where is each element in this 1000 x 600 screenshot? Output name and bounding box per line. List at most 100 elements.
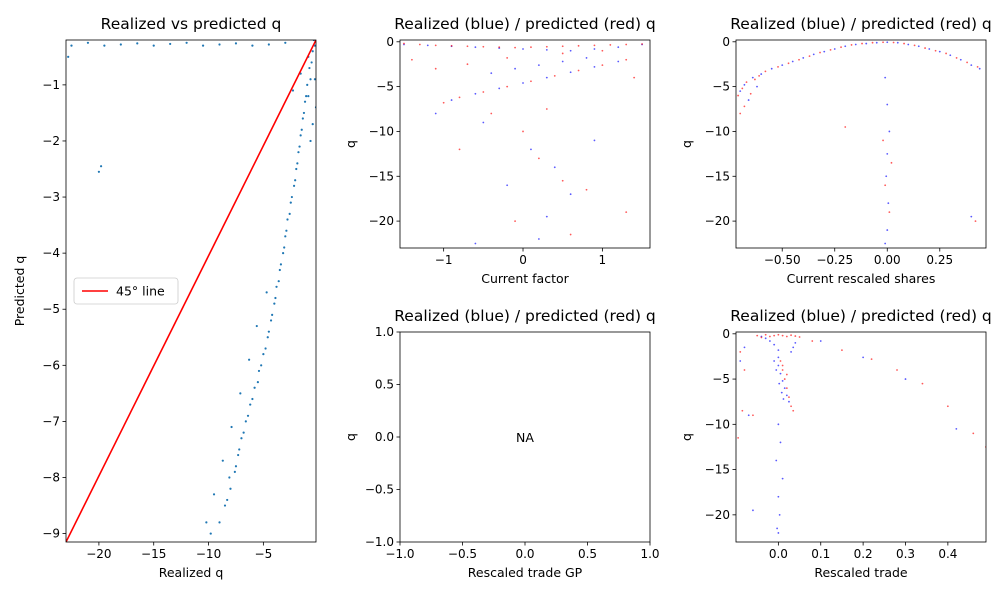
- scatter-point: [251, 44, 254, 47]
- predicted-point: [785, 335, 788, 338]
- realized-point: [938, 50, 941, 53]
- scatter-point: [239, 392, 242, 395]
- predicted-point: [976, 65, 979, 68]
- realized-point: [553, 166, 556, 169]
- scatter-point: [306, 83, 309, 86]
- realized-point: [886, 152, 889, 155]
- predicted-point: [777, 333, 780, 336]
- realized-point: [434, 112, 437, 115]
- y-tick-label: −5: [712, 372, 730, 386]
- scatter-point: [305, 94, 308, 98]
- predicted-point: [458, 148, 461, 151]
- y-tick-label: −10: [369, 124, 394, 138]
- x-tick-label: −0.25: [816, 253, 853, 267]
- scatter-point: [201, 44, 205, 47]
- predicted-point: [561, 52, 564, 55]
- realized-point: [537, 238, 540, 240]
- x-axis-label: Rescaled trade GP: [468, 565, 583, 580]
- x-tick-label: −15: [141, 547, 166, 561]
- scatter-point: [290, 195, 293, 199]
- realized-point: [791, 60, 794, 63]
- scatter-point: [185, 41, 188, 44]
- scatter-point: [233, 470, 236, 473]
- realized-point: [970, 64, 973, 67]
- predicted-point: [506, 85, 509, 88]
- realized-point: [812, 53, 815, 56]
- realized-point: [617, 60, 620, 63]
- predicted-point: [756, 334, 759, 337]
- scatter-point: [70, 44, 73, 47]
- scatter-point: [313, 78, 316, 81]
- y-tick-label: −15: [705, 463, 730, 477]
- realized-point: [780, 391, 783, 394]
- predicted-point: [434, 44, 437, 47]
- realized-point: [585, 57, 588, 59]
- predicted-point: [545, 108, 548, 110]
- y-tick-label: −20: [369, 214, 394, 228]
- x-tick-label: 0.5: [578, 547, 597, 561]
- scatter-point: [294, 179, 297, 182]
- scatter-point: [209, 532, 212, 535]
- predicted-point: [882, 139, 884, 142]
- predicted-point: [785, 387, 788, 390]
- predicted-point: [482, 45, 485, 48]
- predicted-point: [498, 46, 501, 49]
- chart-title: Realized (blue) / predicted (red) q: [730, 15, 992, 33]
- predicted-point: [787, 62, 790, 65]
- predicted-point: [743, 369, 746, 371]
- predicted-point: [890, 161, 893, 164]
- realized-point: [865, 42, 868, 45]
- predicted-point: [741, 87, 744, 90]
- realized-point: [792, 346, 795, 349]
- predicted-point: [946, 405, 949, 408]
- chart-title: Realized (blue) / predicted (red) q: [730, 307, 992, 325]
- scatter-point: [262, 353, 265, 356]
- axes-frame: [65, 39, 317, 543]
- predicted-point: [882, 41, 884, 44]
- realized-point: [884, 242, 887, 245]
- realized-point: [773, 343, 776, 346]
- scatter-point: [283, 246, 286, 249]
- y-axis-label: q: [679, 140, 694, 148]
- realized-point: [522, 82, 524, 84]
- realized-point: [569, 49, 572, 52]
- realized-point: [530, 148, 532, 151]
- x-tick-label: −0.5: [448, 547, 477, 561]
- x-tick-label: 0: [519, 253, 527, 267]
- predicted-point: [792, 409, 795, 412]
- realized-point: [450, 99, 453, 101]
- realized-point: [955, 427, 958, 430]
- scatter-point: [218, 43, 221, 46]
- scatter-point: [253, 386, 256, 389]
- realized-point: [819, 340, 822, 342]
- predicted-point: [745, 81, 748, 84]
- predicted-point: [609, 44, 612, 46]
- scatter-point: [282, 252, 285, 255]
- chart-title: Realized vs predicted q: [101, 15, 282, 33]
- scatter-point: [248, 358, 251, 361]
- realized-point: [426, 44, 429, 47]
- chart-main: −20 −15 −10 −5 −9 −8 −7 −6 −5 −4 −3 −2 −1 Realized vs…: [12, 15, 317, 580]
- scatter-point: [99, 165, 103, 168]
- y-tick-label: −9: [42, 527, 60, 541]
- predicted-point: [773, 334, 776, 337]
- scatter-point: [237, 453, 240, 457]
- scatter-point: [212, 493, 216, 496]
- predicted-point: [411, 58, 413, 61]
- x-tick-label: 0.25: [926, 253, 953, 267]
- realized-point: [474, 46, 477, 49]
- y-tick-label: −5: [712, 80, 730, 94]
- chart-trade_gp: −1.0 −0.5 0.0 0.5 1.0 1.0 0.5 0.0 −0.5 −1.0 Realiz…: [343, 307, 660, 580]
- realized-point: [779, 372, 782, 375]
- predicted-point: [585, 188, 588, 191]
- scatter-point: [309, 139, 312, 143]
- x-tick-label: 0.0: [515, 547, 534, 561]
- predicted-point: [561, 45, 564, 48]
- predicted-point: [945, 52, 947, 55]
- x-axis-label: Realized q: [159, 565, 224, 580]
- realized-point: [886, 229, 889, 231]
- realized-point: [788, 400, 790, 403]
- scatter-point: [286, 218, 289, 221]
- x-tick-label: 0.3: [896, 547, 915, 561]
- realized-point: [885, 175, 888, 178]
